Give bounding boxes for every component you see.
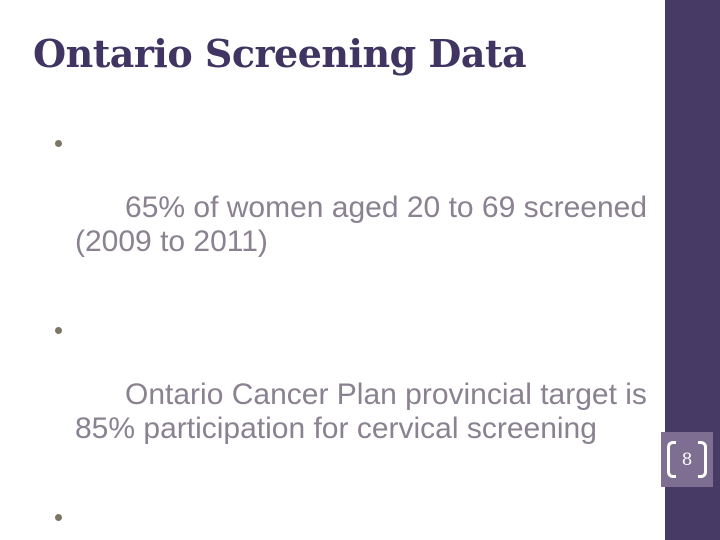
bullet-item: 65% of women aged 20 to 69 screened (200… [33, 123, 673, 293]
bullet-list: 65% of women aged 20 to 69 screened (200… [33, 123, 673, 540]
bullet-text: Ontario Cancer Plan provincial target is… [75, 378, 647, 445]
slide-title: Ontario Screening Data [33, 31, 527, 76]
bullet-item: Ontario Cancer Plan provincial target is… [33, 310, 673, 480]
page-number: 8 [681, 449, 693, 470]
bullet-text: 65% of women aged 20 to 69 screened (200… [75, 191, 648, 258]
bullet-dot-icon [55, 140, 62, 147]
right-bracket-icon [698, 441, 707, 478]
bullet-dot-icon [55, 514, 62, 521]
bullet-item: Of the 454 women diagnosed with invasive… [33, 497, 673, 540]
bullet-dot-icon [55, 327, 62, 334]
left-bracket-icon [667, 441, 676, 478]
page-number-badge: 8 [661, 432, 713, 487]
